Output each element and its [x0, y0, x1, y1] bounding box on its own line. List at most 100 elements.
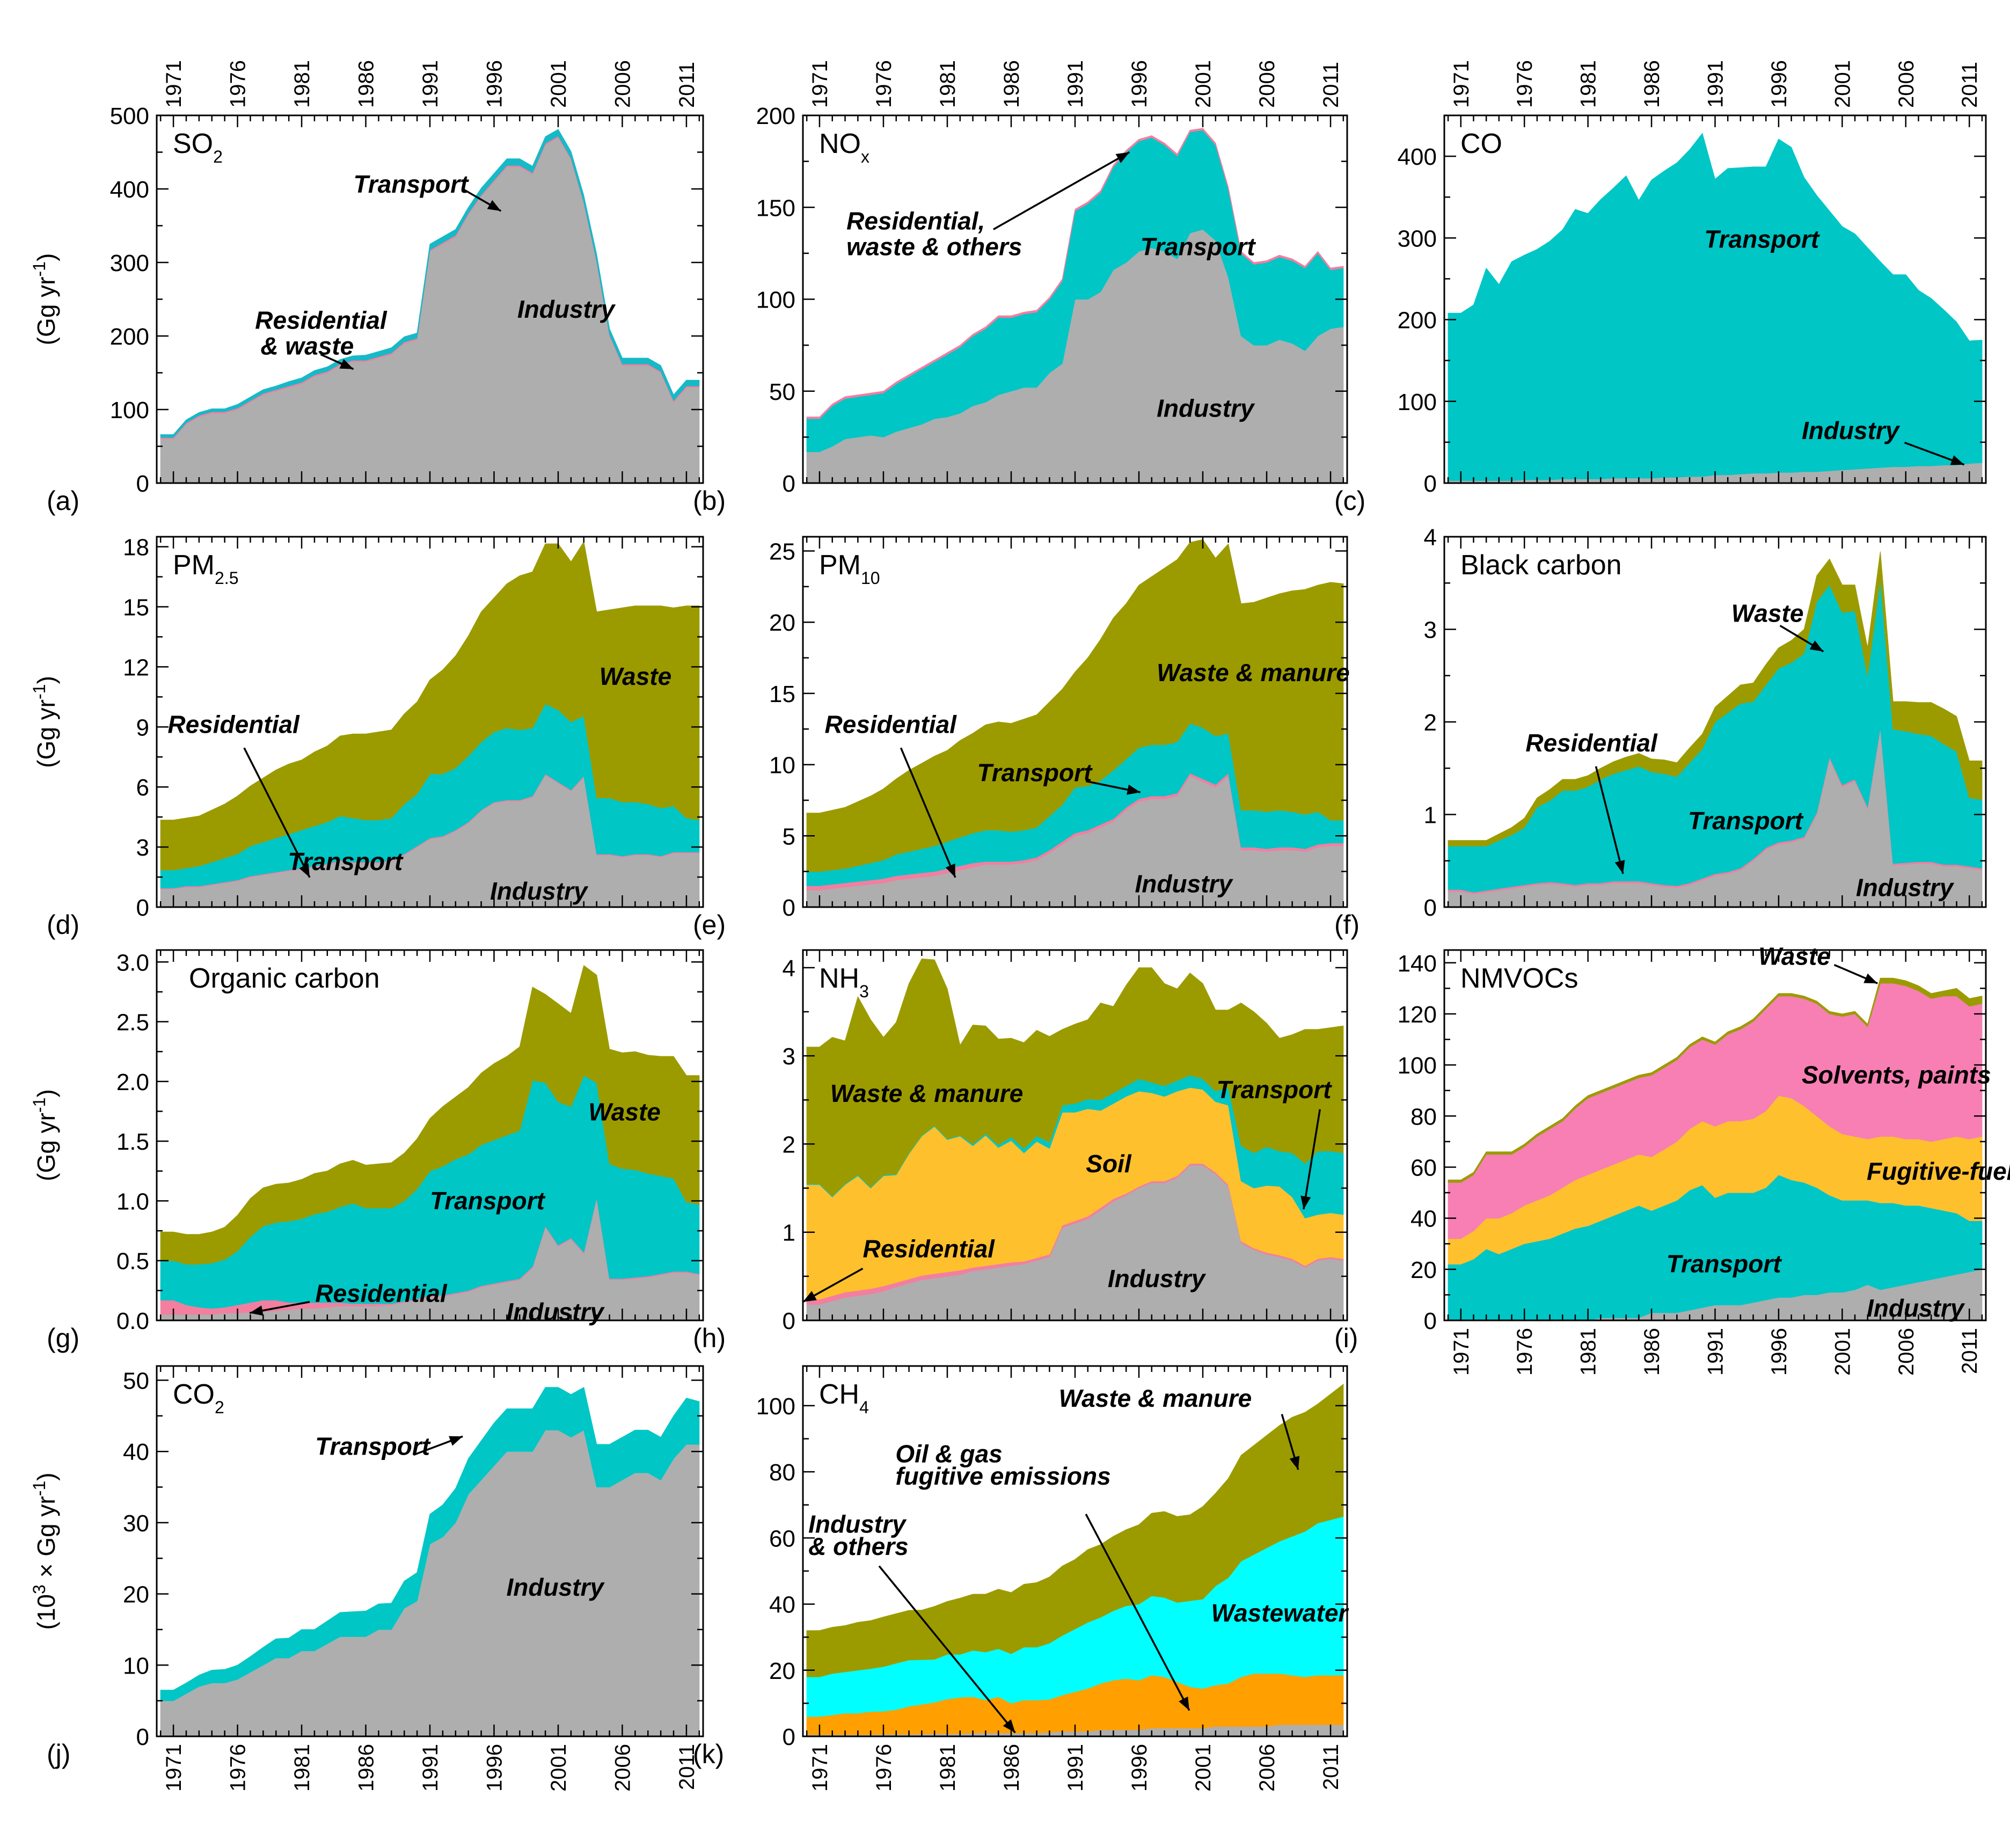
y-tick-label: 400: [110, 177, 149, 203]
annotation: Waste: [600, 662, 672, 690]
year-label: 1996: [1767, 1328, 1791, 1376]
text-span: PM: [819, 550, 861, 581]
panel-label: (h): [693, 1323, 726, 1353]
y-tick-label: 6: [136, 775, 149, 801]
panel-c: 0 100 200 300 400 1971 1976 1981 1986 1991 1996 200…: [1334, 60, 1987, 516]
annotation: & others: [808, 1532, 909, 1560]
arrow-head: [803, 1291, 817, 1302]
y-tick-label: 150: [756, 195, 795, 221]
text-span: ): [32, 253, 60, 261]
year-label: 1976: [226, 1744, 250, 1792]
annotation-arrow: [878, 1565, 1016, 1734]
arrow-head: [487, 200, 501, 211]
year-label: 1991: [1704, 60, 1728, 108]
superscript: -1: [30, 684, 49, 699]
annotation: Oil & gas: [895, 1440, 1002, 1467]
panel-f: 0 1 2 3 4 Black carbon (f) Waste Residential Tran…: [1334, 524, 1987, 940]
year-label: 2006: [1255, 60, 1279, 108]
arrow-head: [1115, 152, 1130, 163]
annotation: Residential,: [846, 207, 985, 235]
arrow-head: [1809, 640, 1824, 652]
year-label: 1986: [1000, 60, 1024, 108]
text-span: NH: [819, 963, 859, 994]
year-label: 2006: [611, 60, 634, 108]
annotation: Waste: [1731, 600, 1804, 627]
annotation: Waste & manure: [1157, 659, 1350, 686]
annotation: Waste & manure: [830, 1079, 1024, 1107]
annotation: Transport: [1704, 225, 1820, 253]
year-label: 1971: [1450, 60, 1473, 108]
annotation: Transport: [353, 170, 469, 198]
y-tick-label: 20: [123, 1582, 149, 1608]
year-label: 1996: [1767, 60, 1791, 108]
y-tick-label: 40: [123, 1439, 149, 1465]
panel-title: PM2.5: [173, 550, 238, 588]
subscript: 2.5: [215, 568, 238, 588]
y-tick-label: 80: [769, 1459, 795, 1486]
annotation: Industry: [808, 1510, 907, 1538]
year-label: 1971: [162, 60, 186, 108]
y-tick-label: 0: [1424, 1308, 1437, 1334]
y-tick-label: 1: [1424, 802, 1437, 829]
year-label: 2001: [1831, 1328, 1854, 1376]
year-label: 2001: [1192, 60, 1215, 108]
text-span: (Gg yr: [32, 699, 60, 768]
subscript: x: [861, 147, 869, 166]
y-tick-label: 3: [136, 835, 149, 861]
annotation: Industry: [1867, 1294, 1965, 1322]
annotation: Solvents, paints: [1802, 1061, 1991, 1089]
year-label: 2001: [1831, 60, 1854, 108]
y-tick-label: 40: [769, 1592, 795, 1618]
arrow-head: [449, 1436, 463, 1446]
y-tick-label: 0: [783, 895, 795, 921]
annotation: Residential: [315, 1280, 448, 1308]
year-label: 1971: [808, 60, 832, 108]
y-axis-label: (Gg yr-1): [30, 253, 60, 346]
y-tick-label: 120: [1398, 1002, 1437, 1028]
year-label: 2011: [1958, 1328, 1982, 1374]
panel-title: Black carbon: [1460, 550, 1622, 581]
panel-title: PM10: [819, 550, 880, 588]
annotation: Industry: [1135, 870, 1234, 897]
y-tick-label: 18: [123, 535, 149, 561]
arrow-head: [1127, 784, 1141, 795]
year-label: 1971: [162, 1744, 186, 1792]
panel-label: (j): [47, 1739, 70, 1769]
year-label: 2011: [675, 62, 699, 108]
text-span: Organic carbon: [189, 963, 380, 994]
y-tick-label: 0: [136, 895, 149, 921]
year-label: 1986: [1640, 60, 1664, 108]
subscript: 4: [859, 1398, 869, 1417]
arrow-head: [1289, 1456, 1300, 1470]
year-label: 1986: [1640, 1328, 1664, 1376]
year-label: 1991: [419, 60, 442, 108]
year-label: 2006: [1255, 1744, 1279, 1792]
y-tick-label: 15: [123, 595, 149, 621]
panel-label: (c): [1334, 486, 1365, 516]
year-label: 1971: [808, 1744, 832, 1792]
text-span: ): [32, 676, 60, 684]
y-tick-label: 0: [136, 1724, 149, 1750]
annotation: Industry: [1108, 1265, 1207, 1292]
text-span: ): [32, 1089, 60, 1097]
panel-title: NOx: [819, 128, 869, 166]
y-tick-label: 4: [783, 955, 795, 982]
y-tick-label: 200: [1398, 308, 1437, 334]
panel-label: (d): [47, 910, 79, 940]
panel-label: (i): [1334, 1323, 1358, 1353]
area-waste: [1448, 977, 1983, 1183]
panel-title: NMVOCs: [1460, 963, 1578, 994]
year-label: 1976: [1513, 60, 1537, 108]
year-label: 1976: [872, 60, 896, 108]
annotation-arrow: [1303, 1109, 1321, 1210]
annotation: Residential: [863, 1235, 996, 1263]
y-tick-label: 4: [1424, 524, 1437, 551]
area-residential-waste-others: [806, 128, 1344, 419]
panel-d: 0 3 6 9 12 15 18 PM2.5 (d) (Gg yr-1) Residential Wa…: [30, 535, 704, 940]
year-label: 1976: [226, 60, 250, 108]
panel-label: (b): [693, 486, 726, 516]
y-tick-label: 60: [769, 1525, 795, 1552]
panel-title: CO: [1460, 128, 1502, 159]
